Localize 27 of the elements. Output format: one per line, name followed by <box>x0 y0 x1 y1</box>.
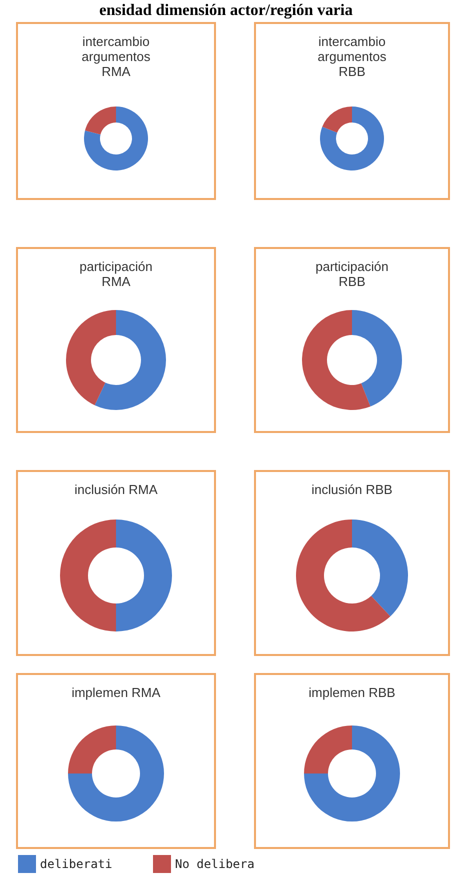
donut-slice <box>304 726 352 774</box>
donut-slice <box>85 106 116 135</box>
chart-title: participación RMA <box>80 259 152 289</box>
chart-title: inclusión RBB <box>312 482 392 497</box>
chart-title: participación RBB <box>316 259 388 289</box>
donut-slice <box>68 726 164 822</box>
chart-title: implemen RMA <box>72 685 161 700</box>
donut-slice <box>84 106 148 170</box>
donut-slice <box>304 726 400 822</box>
donut-slice <box>94 310 166 410</box>
donut-slice <box>302 310 370 410</box>
text: ensidad dimensión actor/región varia <box>99 2 353 19</box>
donut-slice <box>60 520 116 632</box>
legend-label: No delibera <box>175 857 254 871</box>
donut-slice <box>66 310 116 406</box>
chart-title: implemen RBB <box>308 685 396 700</box>
chart-title: intercambio argumentos RBB <box>318 34 387 79</box>
donut-slice <box>322 106 352 133</box>
chart-title: inclusión RMA <box>74 482 158 497</box>
donut-slice <box>320 106 384 170</box>
chart-title: intercambio argumentos RMA <box>82 34 151 79</box>
donut-slice <box>68 726 116 774</box>
donut-slice <box>352 310 402 406</box>
legend-label: deliberati <box>40 857 112 871</box>
donut-slice <box>116 520 172 632</box>
donut-slice <box>296 520 390 632</box>
donut-slice <box>352 520 408 616</box>
